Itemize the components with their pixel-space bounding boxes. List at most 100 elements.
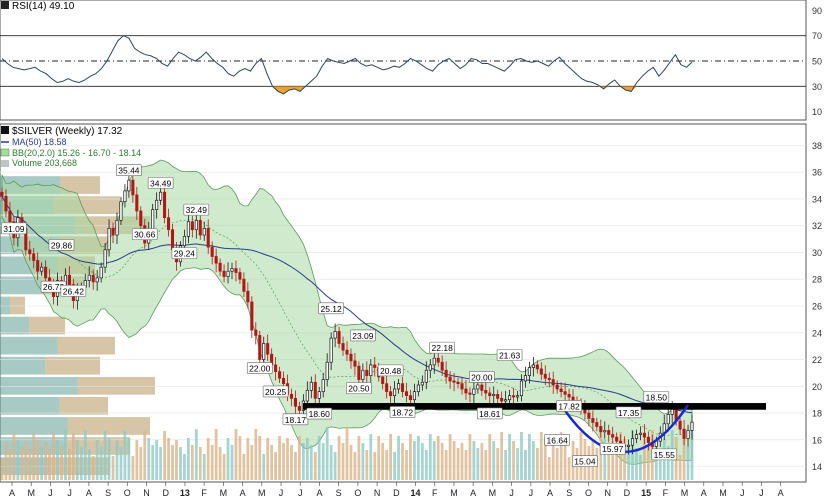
x-tick-label: M — [450, 488, 458, 498]
price-label: 35.44 — [118, 166, 140, 176]
x-tick-label: A — [547, 488, 553, 498]
volume-bar — [543, 439, 547, 480]
volume-bar — [654, 448, 658, 480]
volume-bar — [87, 449, 91, 480]
volume-bar — [393, 452, 396, 480]
candle-body — [91, 274, 95, 283]
candle-body — [500, 398, 504, 402]
candle-body — [222, 270, 226, 277]
candle-body — [293, 398, 297, 407]
candle-body — [123, 190, 127, 202]
volume-by-price-up — [0, 316, 30, 335]
price-label: 17.82 — [558, 401, 580, 411]
price-tick-label: 36 — [812, 168, 822, 178]
volume-bar — [68, 449, 71, 480]
candle-body — [408, 395, 412, 401]
x-tick-label: 14 — [411, 488, 421, 498]
volume-bar — [175, 440, 178, 480]
candle-body — [238, 272, 242, 280]
volume-bar — [547, 457, 551, 480]
candle-body — [690, 421, 694, 431]
volume-by-price-up — [0, 276, 43, 295]
volume-bar — [24, 442, 28, 480]
volume-bar — [500, 432, 504, 480]
rsi-tick-label: 90 — [812, 6, 822, 16]
x-tick-label: O — [354, 488, 361, 498]
price-tick-label: 26 — [812, 302, 822, 312]
volume-bar — [551, 441, 555, 480]
volume-bar — [234, 429, 238, 480]
candle-body — [67, 274, 71, 285]
volume-bar — [16, 440, 20, 480]
volume-bar — [460, 443, 464, 480]
candle-body — [151, 209, 155, 232]
price-tick-label: 38 — [812, 141, 822, 151]
x-tick-label: 15 — [641, 488, 651, 498]
volume-bar — [413, 441, 416, 480]
candle-body — [87, 274, 91, 281]
candle-body — [321, 379, 325, 393]
rsi-tick-label: 30 — [812, 82, 822, 92]
candle-body — [428, 364, 432, 371]
price-label-box — [389, 406, 416, 418]
volume-by-price-down — [29, 316, 65, 335]
x-axis: A M J J A S O N D 13 F M A M J J A S O N D 14 F M A M J J A S O N D 15 F M A… — [0, 481, 806, 498]
candle-body — [111, 228, 115, 236]
candle-body — [28, 249, 32, 255]
candle-body — [464, 388, 468, 394]
volume-bar — [151, 445, 155, 480]
x-tick-label: 13 — [180, 488, 190, 498]
candle-body — [44, 266, 48, 279]
x-tick-label: J — [509, 488, 514, 498]
volume-bar — [516, 448, 519, 480]
volume-bar — [274, 452, 278, 480]
rsi-tick-label: 50 — [812, 57, 822, 67]
volume-bar — [40, 447, 44, 480]
volume-bar — [420, 443, 424, 480]
candle-body — [496, 393, 500, 399]
price-tick-label: 14 — [812, 462, 822, 472]
bollinger-middle — [1, 196, 693, 436]
volume-bar — [123, 431, 127, 480]
volume-bar — [381, 443, 385, 480]
volume-by-price-down — [45, 356, 100, 375]
candle-body — [436, 357, 440, 363]
volume-bar — [559, 432, 563, 480]
x-tick-label: J — [298, 488, 303, 498]
candle-body — [615, 436, 619, 442]
volume-bar — [246, 438, 250, 480]
volume-bar — [397, 436, 400, 480]
candle-body — [543, 373, 547, 379]
candle-body — [456, 381, 460, 384]
candle-body — [194, 219, 198, 231]
candle-body — [412, 391, 416, 401]
x-tick-label: J — [529, 488, 534, 498]
volume-bar — [171, 445, 174, 480]
volume-bar — [60, 447, 63, 480]
volume-bar — [56, 440, 59, 480]
volume-bar — [369, 434, 373, 480]
x-tick-label: J — [759, 488, 764, 498]
candle-body — [559, 388, 563, 393]
volume-bar — [321, 443, 325, 480]
candle-body — [432, 357, 436, 366]
rsi-oversold-segment — [631, 86, 637, 92]
x-tick-label: J — [67, 488, 72, 498]
volume-bar — [690, 430, 694, 480]
candle-body — [131, 179, 135, 196]
candle-body — [567, 393, 571, 398]
price-tick-label: 30 — [812, 248, 822, 258]
volume-bar — [341, 443, 345, 480]
rsi-line — [1, 35, 693, 95]
volume-bar — [147, 438, 151, 480]
price-label: 23.09 — [352, 331, 374, 341]
candle-body — [678, 420, 682, 430]
volume-bar — [20, 447, 24, 480]
candle-body — [587, 412, 591, 419]
x-tick-label: A — [240, 488, 246, 498]
candle-body — [627, 444, 631, 447]
volume-bar — [599, 432, 603, 480]
price-tick-label: 32 — [812, 221, 822, 231]
volume-bar — [512, 441, 515, 480]
candle-body — [551, 379, 555, 386]
